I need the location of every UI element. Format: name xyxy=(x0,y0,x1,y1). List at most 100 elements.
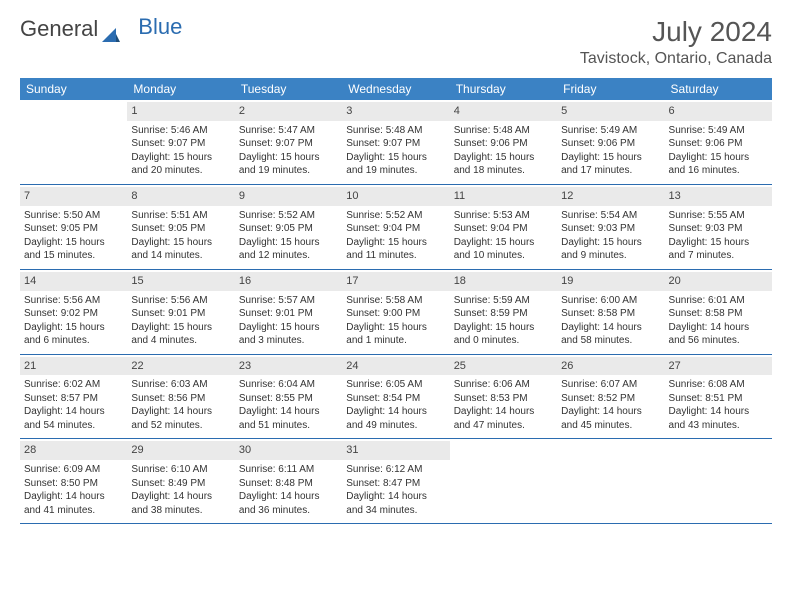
day-detail: Sunset: 9:06 PM xyxy=(669,137,768,151)
day-detail: and 19 minutes. xyxy=(239,164,338,178)
day-detail: Daylight: 15 hours xyxy=(346,236,445,250)
day-detail: Daylight: 14 hours xyxy=(669,321,768,335)
day-detail: Sunset: 8:49 PM xyxy=(131,477,230,491)
day-detail: and 4 minutes. xyxy=(131,334,230,348)
day-detail: Daylight: 14 hours xyxy=(24,490,123,504)
day-detail: Sunrise: 6:02 AM xyxy=(24,378,123,392)
calendar-cell: 18Sunrise: 5:59 AMSunset: 8:59 PMDayligh… xyxy=(450,269,557,354)
day-detail: Sunrise: 5:46 AM xyxy=(131,124,230,138)
header: General Blue July 2024 Tavistock, Ontari… xyxy=(20,16,772,68)
calendar-cell: 17Sunrise: 5:58 AMSunset: 9:00 PMDayligh… xyxy=(342,269,449,354)
day-number: 13 xyxy=(665,187,772,206)
calendar-cell: 6Sunrise: 5:49 AMSunset: 9:06 PMDaylight… xyxy=(665,100,772,184)
calendar-cell: 11Sunrise: 5:53 AMSunset: 9:04 PMDayligh… xyxy=(450,184,557,269)
day-detail: Sunset: 9:00 PM xyxy=(346,307,445,321)
day-detail: Sunset: 9:06 PM xyxy=(454,137,553,151)
day-detail: and 47 minutes. xyxy=(454,419,553,433)
day-detail: Daylight: 14 hours xyxy=(131,490,230,504)
day-detail: Sunrise: 6:08 AM xyxy=(669,378,768,392)
day-detail: Sunset: 8:50 PM xyxy=(24,477,123,491)
day-detail: Sunset: 8:59 PM xyxy=(454,307,553,321)
calendar-cell: 2Sunrise: 5:47 AMSunset: 9:07 PMDaylight… xyxy=(235,100,342,184)
day-detail: Daylight: 14 hours xyxy=(669,405,768,419)
calendar-cell: 1Sunrise: 5:46 AMSunset: 9:07 PMDaylight… xyxy=(127,100,234,184)
day-number: 28 xyxy=(20,441,127,460)
day-detail: and 41 minutes. xyxy=(24,504,123,518)
day-number: 26 xyxy=(557,357,664,376)
day-detail: Sunrise: 5:47 AM xyxy=(239,124,338,138)
day-detail: Daylight: 15 hours xyxy=(131,321,230,335)
day-number: 16 xyxy=(235,272,342,291)
day-number: 18 xyxy=(450,272,557,291)
day-detail: Daylight: 14 hours xyxy=(24,405,123,419)
day-detail: and 16 minutes. xyxy=(669,164,768,178)
day-detail: Sunset: 8:52 PM xyxy=(561,392,660,406)
day-detail: and 14 minutes. xyxy=(131,249,230,263)
day-detail: and 38 minutes. xyxy=(131,504,230,518)
day-detail: Sunset: 9:04 PM xyxy=(454,222,553,236)
day-detail: Daylight: 15 hours xyxy=(24,236,123,250)
calendar-cell: 13Sunrise: 5:55 AMSunset: 9:03 PMDayligh… xyxy=(665,184,772,269)
day-detail: and 7 minutes. xyxy=(669,249,768,263)
logo-text-2: Blue xyxy=(138,14,182,40)
day-detail: Daylight: 14 hours xyxy=(346,490,445,504)
calendar-cell: 26Sunrise: 6:07 AMSunset: 8:52 PMDayligh… xyxy=(557,354,664,439)
day-detail: Sunrise: 5:55 AM xyxy=(669,209,768,223)
day-number: 12 xyxy=(557,187,664,206)
day-detail: Sunset: 9:06 PM xyxy=(561,137,660,151)
day-detail: Sunrise: 6:09 AM xyxy=(24,463,123,477)
day-detail: Sunrise: 6:07 AM xyxy=(561,378,660,392)
day-detail: Daylight: 15 hours xyxy=(239,321,338,335)
calendar-cell: 9Sunrise: 5:52 AMSunset: 9:05 PMDaylight… xyxy=(235,184,342,269)
day-detail: and 0 minutes. xyxy=(454,334,553,348)
day-detail: Sunrise: 6:05 AM xyxy=(346,378,445,392)
calendar-cell: 5Sunrise: 5:49 AMSunset: 9:06 PMDaylight… xyxy=(557,100,664,184)
day-detail: Daylight: 15 hours xyxy=(454,321,553,335)
day-number: 20 xyxy=(665,272,772,291)
day-number: 30 xyxy=(235,441,342,460)
day-detail: Daylight: 15 hours xyxy=(131,151,230,165)
day-number: 17 xyxy=(342,272,449,291)
day-detail: and 6 minutes. xyxy=(24,334,123,348)
day-number: 21 xyxy=(20,357,127,376)
day-detail: Sunrise: 5:51 AM xyxy=(131,209,230,223)
day-detail: Sunset: 8:47 PM xyxy=(346,477,445,491)
day-header: Thursday xyxy=(450,78,557,100)
calendar-cell: 25Sunrise: 6:06 AMSunset: 8:53 PMDayligh… xyxy=(450,354,557,439)
day-detail: Daylight: 15 hours xyxy=(239,236,338,250)
logo-text-1: General xyxy=(20,16,98,42)
day-header: Saturday xyxy=(665,78,772,100)
day-detail: and 3 minutes. xyxy=(239,334,338,348)
calendar-row: 7Sunrise: 5:50 AMSunset: 9:05 PMDaylight… xyxy=(20,184,772,269)
day-number: 2 xyxy=(235,102,342,121)
day-detail: Daylight: 15 hours xyxy=(561,151,660,165)
calendar-cell xyxy=(450,439,557,524)
day-detail: Daylight: 15 hours xyxy=(346,321,445,335)
day-detail: Sunset: 8:58 PM xyxy=(669,307,768,321)
calendar-cell: 20Sunrise: 6:01 AMSunset: 8:58 PMDayligh… xyxy=(665,269,772,354)
day-detail: Sunset: 9:03 PM xyxy=(561,222,660,236)
day-detail: Sunrise: 5:56 AM xyxy=(24,294,123,308)
day-detail: and 43 minutes. xyxy=(669,419,768,433)
day-detail: Sunrise: 6:03 AM xyxy=(131,378,230,392)
logo-sail-icon xyxy=(102,22,120,36)
day-number: 7 xyxy=(20,187,127,206)
day-detail: Sunrise: 5:54 AM xyxy=(561,209,660,223)
day-number: 8 xyxy=(127,187,234,206)
day-number: 15 xyxy=(127,272,234,291)
day-detail: and 36 minutes. xyxy=(239,504,338,518)
day-detail: Sunset: 9:07 PM xyxy=(239,137,338,151)
day-number: 10 xyxy=(342,187,449,206)
month-title: July 2024 xyxy=(580,16,772,48)
calendar-row: 28Sunrise: 6:09 AMSunset: 8:50 PMDayligh… xyxy=(20,439,772,524)
day-detail: and 56 minutes. xyxy=(669,334,768,348)
day-detail: Sunrise: 5:57 AM xyxy=(239,294,338,308)
day-detail: Sunrise: 6:00 AM xyxy=(561,294,660,308)
calendar-cell: 24Sunrise: 6:05 AMSunset: 8:54 PMDayligh… xyxy=(342,354,449,439)
day-detail: Sunset: 8:54 PM xyxy=(346,392,445,406)
day-detail: Sunset: 9:05 PM xyxy=(131,222,230,236)
day-detail: and 49 minutes. xyxy=(346,419,445,433)
day-detail: Daylight: 15 hours xyxy=(346,151,445,165)
calendar-cell: 14Sunrise: 5:56 AMSunset: 9:02 PMDayligh… xyxy=(20,269,127,354)
day-number: 24 xyxy=(342,357,449,376)
